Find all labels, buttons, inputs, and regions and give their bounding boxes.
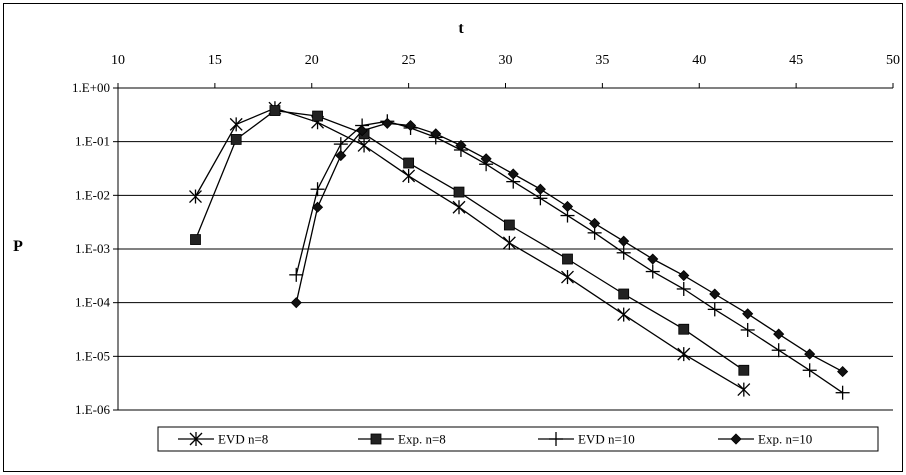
data-point-asterisk <box>452 200 466 215</box>
x-tick-label: 25 <box>402 53 416 68</box>
y-tick-label: 1.E-01 <box>75 134 110 149</box>
data-point-diamond <box>534 183 546 195</box>
x-tick-label: 50 <box>886 53 900 68</box>
data-point-diamond <box>311 201 324 213</box>
series-layer <box>189 101 850 400</box>
data-point-diamond <box>335 150 347 162</box>
data-point-diamond <box>589 217 601 229</box>
x-axis-title: t <box>458 20 464 37</box>
data-point-diamond <box>455 139 467 152</box>
y-tick-label: 1.E-02 <box>75 187 110 202</box>
x-tick-label: 45 <box>789 53 803 68</box>
data-point-diamond <box>742 308 754 320</box>
data-point-diamond <box>430 128 442 140</box>
data-point-asterisk <box>677 347 691 362</box>
x-tick-label: 35 <box>595 53 609 68</box>
data-point-plus <box>802 363 817 378</box>
data-point-diamond <box>804 348 816 360</box>
data-point-square <box>312 110 323 122</box>
series-line-4 <box>295 122 843 373</box>
data-point-diamond <box>290 297 302 309</box>
data-point-square <box>562 253 573 265</box>
y-axis-title: P <box>13 238 23 255</box>
data-point-plus <box>771 343 786 358</box>
data-point-square <box>230 134 242 145</box>
series-line-2 <box>194 109 745 371</box>
y-tick-label: 1.E-06 <box>75 402 111 417</box>
data-point-diamond <box>381 117 393 129</box>
data-point-square <box>738 364 750 376</box>
data-point-asterisk <box>229 117 243 132</box>
legend-label: EVD n=8 <box>218 432 268 447</box>
y-tick-label: 1.E-03 <box>75 241 110 256</box>
legend-box <box>157 426 879 452</box>
x-tick-label: 15 <box>208 53 222 68</box>
legend-label: EVD n=10 <box>578 432 635 447</box>
data-point-diamond <box>561 200 574 213</box>
data-point-asterisk <box>402 168 416 183</box>
data-point-square <box>403 157 415 169</box>
data-point-plus <box>707 302 722 317</box>
data-point-asterisk <box>561 270 574 285</box>
data-point-plus <box>740 322 755 337</box>
y-tick-label: 1.E-05 <box>75 348 110 363</box>
data-point-asterisk <box>737 382 751 397</box>
data-point-plus <box>616 245 631 260</box>
data-point-plus <box>676 281 691 296</box>
data-point-square <box>618 288 630 300</box>
data-point-diamond <box>647 253 659 265</box>
data-point-asterisk <box>357 138 371 153</box>
data-point-plus <box>835 385 850 400</box>
x-tick-label: 10 <box>111 53 125 68</box>
data-point-square <box>190 234 201 245</box>
x-tick-label: 30 <box>499 53 513 68</box>
data-point-diamond <box>618 235 630 247</box>
data-point-diamond <box>678 269 690 282</box>
data-point-plus <box>289 267 304 282</box>
data-point-diamond <box>837 366 849 378</box>
legend-marker-diamond <box>730 433 742 445</box>
data-point-square <box>503 219 515 231</box>
data-point-plus <box>310 182 325 197</box>
x-tick-label: 20 <box>305 53 319 68</box>
data-point-diamond <box>404 119 417 132</box>
data-point-diamond <box>507 168 519 180</box>
legend-marker-asterisk <box>189 432 203 446</box>
data-point-asterisk <box>617 307 631 322</box>
data-point-square <box>269 105 281 116</box>
legend: EVD n=8 Exp. n=8 EVD n=10 Exp. n=10 <box>157 426 879 452</box>
legend-marker-square <box>370 433 382 445</box>
axis-layer: 1.E+00 1.E-01 1.E-02 1.E-03 1.E-04 1.E-05 1.E-… <box>72 53 900 417</box>
data-point-plus <box>645 264 660 279</box>
legend-label: Exp. n=10 <box>758 432 812 447</box>
x-tick-label: 40 <box>692 53 706 68</box>
data-point-diamond <box>356 125 368 137</box>
data-point-asterisk <box>502 235 516 250</box>
series-line-1 <box>194 107 745 391</box>
chart-frame <box>3 3 903 472</box>
data-point-asterisk <box>189 189 202 204</box>
legend-marker-plus <box>549 432 563 446</box>
data-point-square <box>678 323 690 335</box>
y-tick-label: 1.E-04 <box>75 295 111 310</box>
data-point-diamond <box>480 153 492 165</box>
legend-label: Exp. n=8 <box>398 432 446 447</box>
y-tick-label: 1.E+00 <box>72 80 110 95</box>
data-point-square <box>453 186 465 198</box>
data-point-diamond <box>709 288 721 300</box>
data-point-plus <box>333 137 348 152</box>
data-point-diamond <box>773 328 785 340</box>
